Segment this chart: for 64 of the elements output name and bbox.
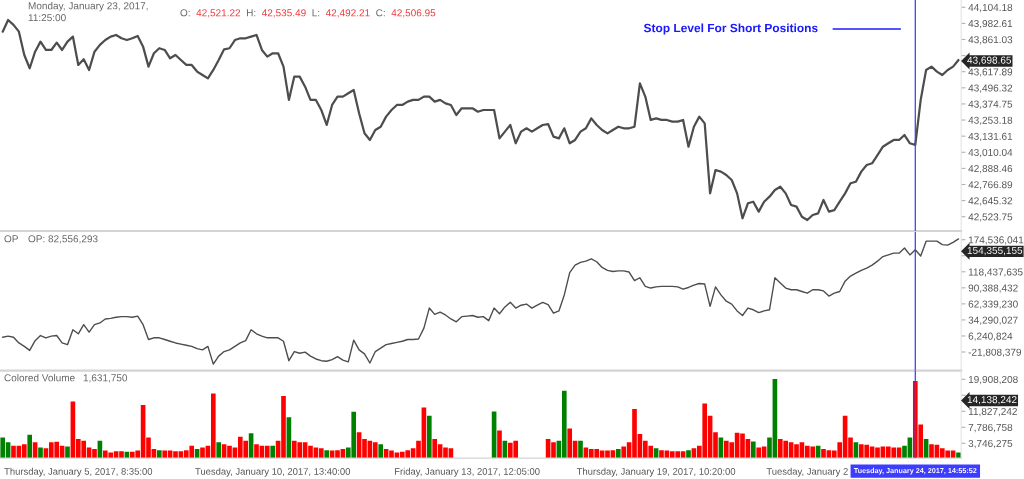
bar [567,428,573,459]
y-tick-label: 43,374.75 [968,100,1013,109]
bar [426,415,432,459]
x-tick-label: Friday, January 13, 2017, 12:05:00 [394,467,540,477]
y-tick-label: 3,746,275 [968,439,1013,449]
y-tick-label: 43,982.61 [968,20,1013,29]
bar [432,439,438,459]
bar [38,447,43,459]
chart-title: OP [4,235,18,243]
y-tick-label: 7,786,758 [968,423,1013,433]
y-tick-label: 43,010.04 [968,148,1013,158]
y-tick-label: 43,253.18 [968,116,1013,125]
bar [372,442,378,459]
bar [21,444,27,459]
y-tick-label: 118,437,635 [968,268,1023,277]
bar [324,450,330,459]
x-tick-label: Tuesday, January 10, 2017, 13:40:00 [195,467,351,477]
annotation: Monday, January 23, 2017, 11:25:00 [28,2,148,22]
y-tick-label: 90,388,432 [968,284,1018,293]
chart-title: Colored Volume [4,374,75,382]
annotation: 1,631,750 [83,374,128,383]
bar [615,448,621,459]
bar [270,445,276,459]
y-tick-label: 42,645.32 [968,197,1013,206]
text: 154,355,155 [967,246,1023,256]
x-tick-label: Thursday, January 19, 2017, 10:20:00 [576,467,736,477]
y-tick-label: 174,536,041 [968,236,1024,245]
bar [750,441,756,459]
y-tick-label: 62,339,230 [968,300,1018,309]
bar [27,434,33,459]
x-tick-label: Tuesday, January 2 [766,467,848,477]
annotation: O: 42,521.22 H: 42,535.49 L: 42,492.21 C: 42,506.95 [180,9,436,18]
text: 43,698.65 [967,56,1012,65]
y-tick-label: 19,908,208 [968,375,1018,385]
bar [561,390,567,459]
bar [621,446,627,459]
y-tick-label: 43,496.32 [968,84,1013,93]
bar [497,430,502,459]
text: 14,138,242 [967,396,1017,405]
annotation: OP: 82,556,293 [28,235,98,244]
bar [756,447,762,459]
y-tick-label: 43,617.89 [968,68,1013,77]
bar [156,450,162,459]
bar [578,440,583,459]
y-tick-label: -21,808,379 [968,348,1022,357]
bar [378,444,384,459]
ref-line-label: Stop Level For Short Positions [643,23,818,35]
y-tick-label: 42,888.46 [968,165,1013,174]
bar [65,446,70,459]
y-tick-label: 6,240,824 [968,332,1013,341]
y-tick-label: 42,766.89 [968,181,1013,190]
bar [686,450,691,459]
bar [264,445,270,459]
y-tick-label: 43,861.03 [968,36,1013,45]
bar [210,393,216,459]
y-tick-label: 44,104.18 [968,3,1013,13]
y-tick-label: 11,827,242 [968,407,1017,417]
y-tick-label: 34,290,027 [968,316,1018,325]
y-tick-label: 42,523.75 [968,213,1013,222]
bar [318,448,324,459]
bar [216,442,222,459]
x-tick-label: Thursday, January 5, 2017, 8:35:00 [4,467,153,477]
y-tick-label: 43,131.61 [968,132,1013,142]
bar [0,437,6,459]
